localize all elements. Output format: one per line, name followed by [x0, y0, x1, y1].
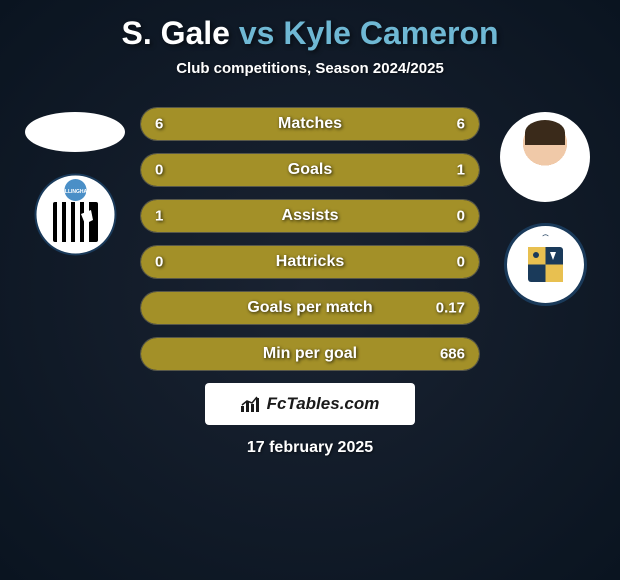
bar-fill-left: [141, 200, 418, 232]
stats-area: GILLINGHAM Matches66Goals01Assists10Hatt…: [20, 102, 600, 371]
stat-bar: Goals per match 0.17: [140, 291, 480, 325]
player1-name: S. Gale: [121, 15, 230, 51]
stat-bar: Goals 0 1: [140, 153, 480, 187]
player2-club-badge: ⌒: [503, 222, 588, 307]
stat-label: Assists: [282, 207, 339, 225]
stat-value-left: 0: [155, 162, 163, 179]
footer-brand-badge: FcTables.com: [205, 383, 415, 425]
comparison-title: S. Gale vs Kyle Cameron: [20, 15, 600, 52]
svg-text:GILLINGHAM: GILLINGHAM: [59, 189, 91, 195]
stat-bar: Assists 1 0: [140, 199, 480, 233]
vs-text: vs: [239, 15, 275, 51]
footer-brand-text: FcTables.com: [267, 394, 380, 414]
stat-label: Min per goal: [263, 345, 357, 363]
stat-value-right: 0.17: [436, 300, 465, 317]
stat-value-right: 1: [457, 162, 465, 179]
svg-text:⌒: ⌒: [541, 234, 548, 242]
bar-fill-left: [141, 154, 202, 186]
bar-fill-left: [141, 292, 202, 324]
right-column: ⌒: [490, 102, 600, 371]
fctables-icon: [241, 396, 261, 412]
subtitle: Club competitions, Season 2024/2025: [20, 60, 600, 77]
stat-value-left: 0: [155, 254, 163, 271]
stat-label: Goals per match: [247, 299, 372, 317]
stat-bar: Hattricks 0 0: [140, 245, 480, 279]
stat-bar: Min per goal 686: [140, 337, 480, 371]
stat-bar: Matches 6 6: [140, 107, 480, 141]
stat-bars: Matches66Goals01Assists10Hattricks00Goal…: [140, 102, 480, 371]
stat-value-right: 0: [457, 208, 465, 225]
player2-name: Kyle Cameron: [283, 15, 498, 51]
date-text: 17 february 2025: [20, 439, 600, 457]
stat-value-left: 6: [155, 116, 163, 133]
stat-value-right: 686: [440, 346, 465, 363]
left-column: GILLINGHAM: [20, 102, 130, 371]
bar-fill-right: [202, 154, 479, 186]
player1-club-badge: GILLINGHAM: [33, 172, 118, 257]
player1-avatar: [25, 112, 125, 152]
stat-value-left: 1: [155, 208, 163, 225]
stat-label: Matches: [278, 115, 342, 133]
bar-fill-left: [141, 338, 202, 370]
stat-value-right: 6: [457, 116, 465, 133]
stat-label: Hattricks: [276, 253, 344, 271]
stat-value-right: 0: [457, 254, 465, 271]
player2-avatar: [500, 112, 590, 202]
stat-label: Goals: [288, 161, 332, 179]
bar-fill-right: [418, 200, 479, 232]
